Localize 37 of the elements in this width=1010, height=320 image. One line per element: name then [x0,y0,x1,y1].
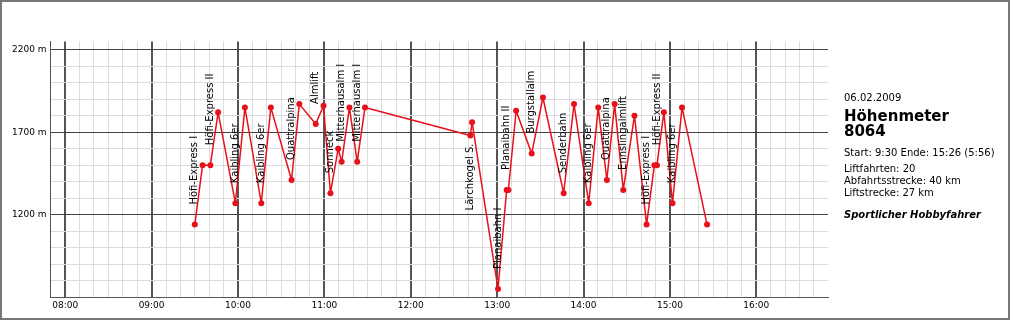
annotation: Höfi-Express I [188,135,200,205]
text: 06.02.2009 [844,92,903,103]
annotation: Quattralpina [285,97,297,161]
annotation: Almlift [309,71,321,104]
annotation: Burgstallalm [525,70,537,134]
annotation: Höfi-Express II [650,73,662,146]
x-tick-label: 16:00 [743,299,770,310]
annotation: Höfi-Express I [640,135,652,205]
x-tick-label: 14:00 [570,299,597,310]
annotation: Kaibling 6er [228,122,240,184]
y-tick-label: 2200 m [11,44,47,54]
text: Start: 9:30 Ende: 15:26 (5:56) [844,147,996,159]
annotation: Mitterhausalm I [350,63,362,142]
x-tick-label: 13:00 [484,299,511,310]
x-tick-label: 11:00 [311,299,338,310]
annotation: Höfi-Express II [203,73,215,146]
text: Sportlicher Hobbyfahrer [844,209,983,221]
x-tick-label: 12:00 [397,299,424,310]
annotation: Kaibling 6er [254,122,266,184]
x-tick-label: 10:00 [225,299,252,310]
annotation: Quattralpina [600,97,612,161]
x-tick-label: 08:00 [52,299,79,310]
annotation: Ennslingalmlift [616,95,628,170]
annotation: Mitterhausalm I [335,63,347,142]
annotation: Lärchkogel S. [463,143,475,211]
text: Liftfahrten: 20 [844,163,917,175]
annotation: Sonneck [324,130,336,174]
annotation: Planaibahn II [500,105,512,170]
text: Höhenmeter 8064 [844,107,950,140]
annotation: Senderbahn [557,112,569,174]
text: Abfahrtsstrecke: 40 km [844,175,962,187]
y-tick-label: 1200 m [11,209,47,220]
y-tick-label: 1700 m [11,126,47,137]
text: Liftstrecke: 27 km [844,187,935,199]
x-tick-label: 09:00 [138,299,165,310]
annotation: Planaibahn I [491,207,503,269]
x-tick-label: 15:00 [656,299,684,310]
